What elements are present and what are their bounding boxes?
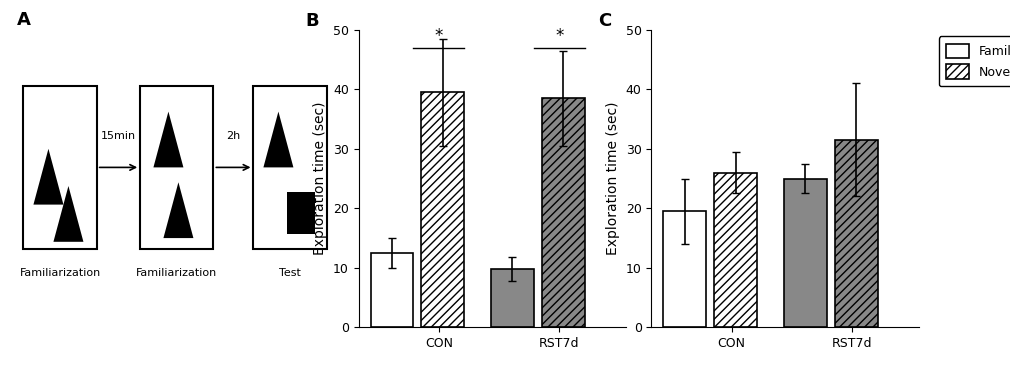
Bar [23, 86, 97, 249]
Text: 2h: 2h [226, 131, 240, 141]
Y-axis label: Exploration time (sec): Exploration time (sec) [606, 102, 620, 255]
Text: A: A [17, 11, 30, 29]
Bar [254, 86, 327, 249]
Text: Familiarization: Familiarization [136, 268, 217, 278]
Polygon shape [54, 186, 84, 242]
Polygon shape [264, 112, 294, 167]
Text: Familiarization: Familiarization [19, 268, 101, 278]
Bar [714, 173, 758, 327]
Polygon shape [33, 149, 64, 205]
Bar [287, 192, 315, 234]
Text: *: * [556, 27, 564, 45]
Bar [664, 211, 706, 327]
Polygon shape [154, 112, 184, 167]
Bar [491, 269, 534, 327]
Y-axis label: Exploration time (sec): Exploration time (sec) [313, 102, 327, 255]
Bar [371, 253, 413, 327]
Bar [421, 92, 465, 327]
Bar [140, 86, 213, 249]
Text: *: * [434, 27, 443, 45]
Bar [542, 98, 585, 327]
Text: B: B [305, 12, 318, 30]
Text: C: C [598, 12, 611, 30]
Bar [784, 179, 827, 327]
Text: 15min: 15min [101, 131, 136, 141]
Text: Test: Test [279, 268, 301, 278]
Polygon shape [164, 182, 194, 238]
Bar [835, 140, 878, 327]
Legend: Familiar, Novel: Familiar, Novel [938, 36, 1010, 86]
